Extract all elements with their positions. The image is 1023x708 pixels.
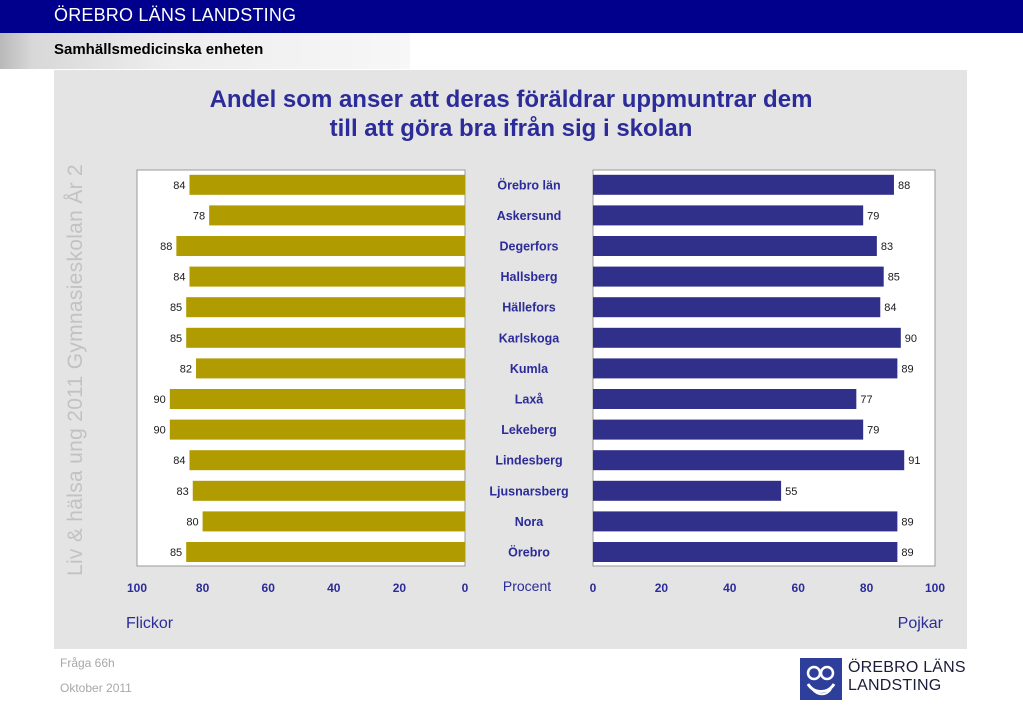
girls-data-label: 84 — [173, 180, 185, 192]
boys-bar — [593, 450, 905, 471]
girls-bar — [169, 389, 466, 409]
girls-data-label: 84 — [173, 272, 185, 284]
girls-data-label: 88 — [160, 241, 172, 253]
girls-data-label: 82 — [180, 363, 192, 375]
category-label: Lekeberg — [501, 423, 557, 437]
boys-data-label: 79 — [867, 425, 879, 437]
girls-x-tick-label: 100 — [127, 581, 147, 595]
boys-x-tick-label: 20 — [655, 581, 669, 595]
boys-data-label: 89 — [901, 363, 913, 375]
x-axis-label: Procent — [503, 578, 551, 594]
category-label: Kumla — [510, 362, 549, 376]
girls-bar — [189, 266, 466, 287]
logo-text-line-1: ÖREBRO LÄNS — [848, 659, 966, 676]
header-bar: ÖREBRO LÄNS LANDSTING — [0, 0, 1023, 33]
girls-data-label: 85 — [170, 302, 182, 314]
girls-data-label: 90 — [154, 425, 166, 437]
unit-name: Samhällsmedicinska enheten — [54, 41, 264, 58]
girls-bar — [176, 236, 466, 256]
subheader-bar: Samhällsmedicinska enheten — [0, 33, 410, 69]
boys-data-label: 88 — [898, 180, 910, 192]
boys-x-tick-label: 0 — [590, 581, 597, 595]
girls-x-tick-label: 60 — [262, 581, 276, 595]
girls-data-label: 83 — [177, 486, 189, 498]
boys-bar — [593, 511, 898, 532]
legend-boys: Pojkar — [898, 615, 944, 632]
boys-data-label: 55 — [785, 486, 797, 498]
footer-question: Fråga 66h — [60, 656, 115, 670]
girls-bar — [189, 450, 466, 471]
boys-bar — [593, 480, 782, 501]
boys-bar — [593, 205, 864, 226]
girls-data-label: 85 — [170, 547, 182, 559]
boys-data-label: 85 — [888, 272, 900, 284]
boys-data-label: 77 — [860, 394, 872, 406]
boys-x-tick-label: 100 — [925, 581, 945, 595]
boys-data-label: 90 — [905, 333, 917, 345]
category-label: Ljusnarsberg — [489, 484, 568, 498]
category-label: Hällefors — [502, 301, 556, 315]
category-label: Lindesberg — [495, 454, 562, 468]
girls-bar — [209, 205, 465, 226]
category-label: Örebro län — [497, 177, 560, 192]
boys-bar — [593, 542, 898, 562]
boys-x-tick-label: 80 — [860, 581, 874, 595]
category-label: Hallsberg — [501, 270, 558, 284]
boys-x-tick-label: 40 — [723, 581, 737, 595]
boys-bar — [593, 419, 864, 440]
girls-x-tick-label: 40 — [327, 581, 341, 595]
landsting-logo: ÖREBRO LÄNS LANDSTING — [800, 655, 970, 701]
boys-bar — [593, 358, 898, 379]
chart-title-line-2: till att göra bra ifrån sig i skolan — [330, 115, 693, 142]
girls-x-tick-label: 80 — [196, 581, 210, 595]
boys-data-label: 79 — [867, 210, 879, 222]
girls-bar — [186, 542, 465, 562]
category-label: Örebro — [508, 545, 550, 560]
footer-date: Oktober 2011 — [60, 681, 132, 695]
girls-data-label: 90 — [154, 394, 166, 406]
girls-bar — [169, 419, 466, 440]
boys-data-label: 83 — [881, 241, 893, 253]
boys-data-label: 91 — [908, 455, 920, 467]
boys-x-tick-label: 60 — [792, 581, 806, 595]
boys-data-label: 89 — [901, 516, 913, 528]
logo-text-line-2: LANDSTING — [848, 677, 942, 694]
boys-data-label: 89 — [901, 547, 913, 559]
girls-x-tick-label: 20 — [393, 581, 407, 595]
girls-bar — [186, 297, 465, 318]
girls-data-label: 78 — [193, 210, 205, 222]
boys-bar — [593, 297, 881, 318]
girls-bar — [202, 511, 465, 532]
chart-title-line-1: Andel som anser att deras föräldrar uppm… — [210, 86, 813, 113]
boys-bar — [593, 266, 884, 287]
girls-bar — [186, 327, 465, 348]
category-label: Laxå — [515, 393, 544, 407]
category-label: Karlskoga — [499, 331, 560, 345]
category-label: Nora — [515, 515, 545, 529]
girls-data-label: 80 — [186, 516, 198, 528]
boys-bar — [593, 236, 877, 256]
organization-name: ÖREBRO LÄNS LANDSTING — [54, 5, 297, 25]
category-label: Degerfors — [499, 240, 558, 254]
girls-bar — [189, 174, 466, 195]
legend-girls: Flickor — [126, 615, 174, 632]
category-label: Askersund — [497, 209, 562, 223]
girls-data-label: 85 — [170, 333, 182, 345]
boys-bar — [593, 389, 857, 409]
girls-data-label: 84 — [173, 455, 185, 467]
girls-bar — [196, 358, 466, 379]
girls-bar — [192, 480, 465, 501]
landsting-emblem-icon — [800, 658, 842, 700]
girls-x-tick-label: 0 — [462, 581, 469, 595]
boys-data-label: 84 — [884, 302, 896, 314]
boys-bar — [593, 327, 901, 348]
boys-bar — [593, 174, 894, 195]
